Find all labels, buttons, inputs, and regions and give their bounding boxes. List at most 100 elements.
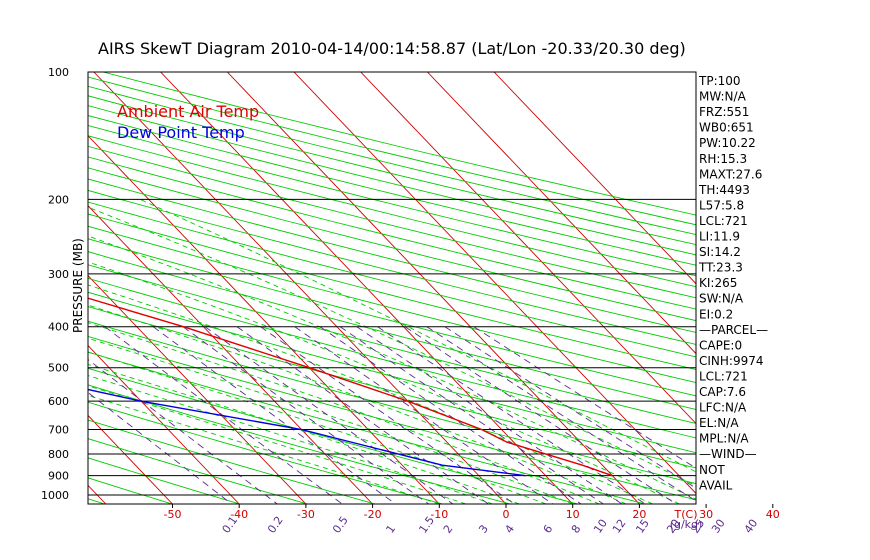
pressure-tick-label: 500 xyxy=(48,362,69,375)
dry-adiabat-line xyxy=(88,105,696,256)
mixing-ratio-label: 4 xyxy=(502,523,517,536)
mixing-ratio-label: 2 xyxy=(441,523,456,536)
pressure-tick-label: 800 xyxy=(48,448,69,461)
mixing-ratio-line xyxy=(88,391,233,504)
moist-adiabat-line xyxy=(88,385,467,504)
dry-adiabat-line xyxy=(88,167,696,322)
index-value: MW:N/A xyxy=(699,90,747,104)
dry-adiabat-line xyxy=(88,367,579,504)
index-value: TP:100 xyxy=(698,74,741,88)
pressure-tick-label: 600 xyxy=(48,395,69,408)
dry-adiabat-line xyxy=(88,238,696,397)
index-value: NOT xyxy=(699,463,725,477)
dry-adiabat-line xyxy=(88,189,696,345)
isotherm-line xyxy=(88,414,173,504)
index-value: —PARCEL— xyxy=(699,323,768,337)
index-value: LI:11.9 xyxy=(699,230,740,244)
mixing-ratio-line xyxy=(88,358,278,504)
bottom-temp-tick-label: 40 xyxy=(766,508,780,521)
dry-adiabat-line xyxy=(88,178,696,333)
index-value: —WIND— xyxy=(699,447,757,461)
index-value: TT:23.3 xyxy=(698,261,743,275)
moist-adiabat-line xyxy=(88,284,653,504)
mixing-ratio-label: 0.2 xyxy=(265,514,286,536)
legend-dew-point-temp: Dew Point Temp xyxy=(117,123,245,142)
dry-adiabat-line xyxy=(88,277,696,439)
dry-adiabat-line xyxy=(88,124,696,277)
isotherm-line xyxy=(88,344,240,504)
series-ambient-air-temp xyxy=(88,297,613,477)
legend-ambient-air-temp: Ambient Air Temp xyxy=(117,102,259,121)
moist-adiabat-line xyxy=(88,375,493,504)
index-value: SW:N/A xyxy=(699,292,744,306)
mixing-ratio-line xyxy=(182,326,429,504)
isotherm-line xyxy=(88,274,307,504)
bottom-temp-tick-label: 20 xyxy=(632,508,646,521)
grid-layer xyxy=(0,72,696,504)
index-value: EI:0.2 xyxy=(699,307,733,321)
dry-adiabat-line xyxy=(88,291,696,454)
dry-adiabat-line xyxy=(88,457,240,504)
pressure-tick-label: 300 xyxy=(48,268,69,281)
dry-adiabat-line xyxy=(88,306,696,469)
pressure-tick-label: 200 xyxy=(48,193,69,206)
dry-adiabat-line xyxy=(88,135,696,288)
dry-adiabat-line xyxy=(0,72,37,504)
index-value: AVAIL xyxy=(699,478,733,492)
dry-adiabat-line xyxy=(88,264,696,424)
dry-adiabat-line xyxy=(88,145,696,299)
mixing-ratio-line xyxy=(204,326,454,504)
dry-adiabat-line xyxy=(88,351,646,504)
mixing-ratio-line xyxy=(236,326,489,504)
moist-adiabat-line xyxy=(88,304,627,504)
bottom-temp-tick-label: 30 xyxy=(699,508,713,521)
dry-adiabat-line xyxy=(88,213,696,371)
dry-adiabat-line xyxy=(88,320,696,485)
bottom-temp-tick-label: -20 xyxy=(364,508,382,521)
bottom-temp-tick-label: -30 xyxy=(297,508,315,521)
isotherm-line xyxy=(160,72,574,504)
bottom-temp-tick-label: -50 xyxy=(164,508,182,521)
index-value: CAP:7.6 xyxy=(699,385,746,399)
mixing-ratio-line xyxy=(404,326,677,504)
mixing-ratio-line xyxy=(339,326,604,504)
mixing-ratio-label: 10 xyxy=(591,517,610,536)
dry-adiabat-line xyxy=(88,401,443,504)
mixing-ratio-label: 3 xyxy=(476,523,491,536)
bottom-temp-tick-label: -10 xyxy=(430,508,448,521)
isotherm-line xyxy=(293,72,696,495)
index-value: L57:5.8 xyxy=(699,198,744,212)
isotherm-line xyxy=(360,72,696,425)
index-value: CAPE:0 xyxy=(699,338,742,352)
isotherm-line xyxy=(88,205,373,504)
mixing-ratio-label: 8 xyxy=(569,523,584,536)
series-layer xyxy=(88,297,613,477)
mixing-ratio-unit: (g/kg) xyxy=(670,518,703,531)
moist-adiabat-line xyxy=(88,337,573,504)
bottom-temp-tick-label: 10 xyxy=(566,508,580,521)
index-value: PW:10.22 xyxy=(699,136,756,150)
mixing-ratio-line xyxy=(426,326,696,502)
moist-adiabat-line xyxy=(88,261,680,504)
mixing-ratio-label: 6 xyxy=(541,523,556,536)
mixing-ratio-line xyxy=(260,326,515,504)
plot-frame xyxy=(87,71,697,505)
dry-adiabat-line xyxy=(88,156,696,310)
isotherm-line xyxy=(427,72,696,355)
dry-adiabat-line xyxy=(88,251,696,410)
isotherm-line xyxy=(0,72,39,504)
mixing-ratio-line xyxy=(444,326,696,489)
mixing-ratio-line xyxy=(319,326,582,504)
index-value: MPL:N/A xyxy=(699,432,749,446)
index-value: RH:15.3 xyxy=(699,152,747,166)
moist-adiabat-line xyxy=(139,198,696,473)
pressure-tick-label: 400 xyxy=(48,321,69,334)
mixing-ratio-line xyxy=(377,326,646,504)
mixing-ratio-label: 0.5 xyxy=(330,514,351,536)
mixing-ratio-label: 12 xyxy=(610,517,629,536)
index-value: EL:N/A xyxy=(699,416,739,430)
pressure-tick-label: 900 xyxy=(48,470,69,483)
isotherm-line xyxy=(93,72,507,504)
isotherm-line xyxy=(493,72,696,285)
